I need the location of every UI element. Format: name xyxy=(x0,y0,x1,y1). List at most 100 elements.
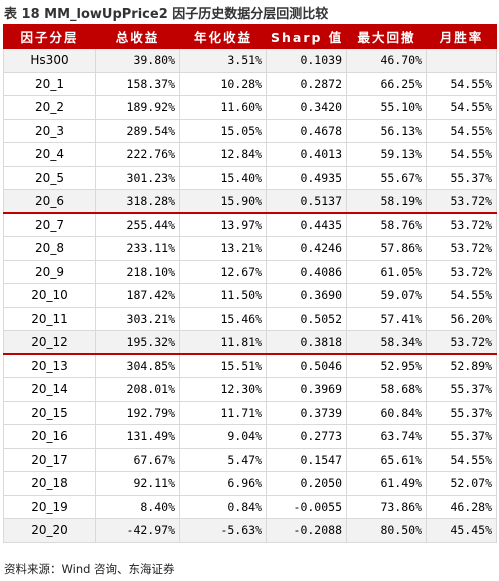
cell-total-return: 208.01% xyxy=(95,377,180,402)
cell-total-return: 192.79% xyxy=(95,400,180,425)
cell-sharp: 0.5137 xyxy=(266,189,347,214)
cell-monthly-win-rate xyxy=(426,48,497,73)
cell-total-return: -42.97% xyxy=(95,518,180,543)
cell-total-return: 289.54% xyxy=(95,118,180,143)
table-row: 20_1 158.37% 10.28% 0.2872 66.25% 54.55% xyxy=(3,71,497,96)
cell-total-return: 8.40% xyxy=(95,494,180,519)
table-row: 20_5 301.23% 15.40% 0.4935 55.67% 55.37% xyxy=(3,165,497,190)
cell-monthly-win-rate: 55.37% xyxy=(426,400,497,425)
cell-monthly-win-rate: 53.72% xyxy=(426,259,497,284)
cell-max-drawdown: 61.49% xyxy=(346,471,427,496)
cell-factor-tier: 20_6 xyxy=(3,189,96,214)
table-row: 20_14 208.01% 12.30% 0.3969 58.68% 55.37% xyxy=(3,377,497,402)
cell-max-drawdown: 46.70% xyxy=(346,48,427,73)
cell-monthly-win-rate: 53.72% xyxy=(426,189,497,214)
cell-factor-tier: 20_18 xyxy=(3,471,96,496)
cell-sharp: 0.3818 xyxy=(266,330,347,355)
cell-max-drawdown: 65.61% xyxy=(346,447,427,472)
cell-factor-tier: 20_13 xyxy=(3,353,96,378)
cell-sharp: 0.1039 xyxy=(266,48,347,73)
cell-factor-tier: 20_20 xyxy=(3,518,96,543)
cell-sharp: 0.5052 xyxy=(266,306,347,331)
cell-sharp: 0.2872 xyxy=(266,71,347,96)
cell-monthly-win-rate: 55.37% xyxy=(426,377,497,402)
source-note: 资料来源：Wind 咨询、东海证券 xyxy=(4,562,175,576)
cell-annual-return: 11.50% xyxy=(179,283,267,308)
cell-annual-return: 15.90% xyxy=(179,189,267,214)
cell-total-return: 304.85% xyxy=(95,353,180,378)
cell-max-drawdown: 73.86% xyxy=(346,494,427,519)
cell-total-return: 233.11% xyxy=(95,236,180,261)
cell-max-drawdown: 59.13% xyxy=(346,142,427,167)
cell-monthly-win-rate: 45.45% xyxy=(426,518,497,543)
cell-total-return: 218.10% xyxy=(95,259,180,284)
cell-annual-return: 13.21% xyxy=(179,236,267,261)
table-body: Hs300 39.80% 3.51% 0.1039 46.70% 20_1 158.37% 1… xyxy=(3,48,497,543)
cell-max-drawdown: 55.10% xyxy=(346,95,427,120)
table-row: 20_19 8.40% 0.84% -0.0055 73.86% 46.28% xyxy=(3,494,497,519)
cell-total-return: 303.21% xyxy=(95,306,180,331)
cell-max-drawdown: 57.41% xyxy=(346,306,427,331)
cell-monthly-win-rate: 53.72% xyxy=(426,330,497,355)
cell-factor-tier: 20_3 xyxy=(3,118,96,143)
cell-annual-return: 12.84% xyxy=(179,142,267,167)
table-row: 20_17 67.67% 5.47% 0.1547 65.61% 54.55% xyxy=(3,447,497,472)
backtest-table: 因子分层 总收益 年化收益 Sharp 值 最大回撤 月胜率 Hs300 39.8… xyxy=(3,24,497,543)
cell-factor-tier: 20_4 xyxy=(3,142,96,167)
cell-sharp: 0.4013 xyxy=(266,142,347,167)
header-sharp: Sharp 值 xyxy=(266,24,347,49)
table-header-row: 因子分层 总收益 年化收益 Sharp 值 最大回撤 月胜率 xyxy=(3,24,497,49)
cell-annual-return: 9.04% xyxy=(179,424,267,449)
cell-annual-return: 13.97% xyxy=(179,212,267,237)
table-row: 20_6 318.28% 15.90% 0.5137 58.19% 53.72% xyxy=(3,189,497,214)
cell-monthly-win-rate: 52.07% xyxy=(426,471,497,496)
table-row: 20_11 303.21% 15.46% 0.5052 57.41% 56.20% xyxy=(3,306,497,331)
cell-annual-return: 11.60% xyxy=(179,95,267,120)
cell-total-return: 222.76% xyxy=(95,142,180,167)
cell-sharp: 0.1547 xyxy=(266,447,347,472)
cell-sharp: 0.4935 xyxy=(266,165,347,190)
cell-sharp: 0.5046 xyxy=(266,353,347,378)
cell-factor-tier: 20_7 xyxy=(3,212,96,237)
cell-factor-tier: 20_5 xyxy=(3,165,96,190)
cell-sharp: 0.4086 xyxy=(266,259,347,284)
cell-annual-return: 5.47% xyxy=(179,447,267,472)
cell-max-drawdown: 56.13% xyxy=(346,118,427,143)
cell-factor-tier: 20_9 xyxy=(3,259,96,284)
cell-max-drawdown: 60.84% xyxy=(346,400,427,425)
table-row: 20_20 -42.97% -5.63% -0.2088 80.50% 45.45% xyxy=(3,518,497,543)
cell-total-return: 187.42% xyxy=(95,283,180,308)
cell-annual-return: 15.40% xyxy=(179,165,267,190)
table-row: 20_7 255.44% 13.97% 0.4435 58.76% 53.72% xyxy=(3,212,497,237)
cell-monthly-win-rate: 55.37% xyxy=(426,165,497,190)
header-total-return: 总收益 xyxy=(95,24,180,49)
table-row: 20_10 187.42% 11.50% 0.3690 59.07% 54.55% xyxy=(3,283,497,308)
cell-monthly-win-rate: 54.55% xyxy=(426,142,497,167)
cell-monthly-win-rate: 53.72% xyxy=(426,236,497,261)
cell-max-drawdown: 58.76% xyxy=(346,212,427,237)
cell-max-drawdown: 66.25% xyxy=(346,71,427,96)
table-row: 20_2 189.92% 11.60% 0.3420 55.10% 54.55% xyxy=(3,95,497,120)
cell-factor-tier: 20_12 xyxy=(3,330,96,355)
cell-sharp: 0.2773 xyxy=(266,424,347,449)
cell-factor-tier: 20_17 xyxy=(3,447,96,472)
cell-sharp: 0.3969 xyxy=(266,377,347,402)
table-row: 20_18 92.11% 6.96% 0.2050 61.49% 52.07% xyxy=(3,471,497,496)
cell-monthly-win-rate: 52.89% xyxy=(426,353,497,378)
table-row: 20_9 218.10% 12.67% 0.4086 61.05% 53.72% xyxy=(3,259,497,284)
cell-annual-return: 12.67% xyxy=(179,259,267,284)
cell-sharp: 0.3690 xyxy=(266,283,347,308)
cell-sharp: -0.0055 xyxy=(266,494,347,519)
header-max-drawdown: 最大回撤 xyxy=(346,24,427,49)
cell-total-return: 39.80% xyxy=(95,48,180,73)
cell-annual-return: 15.05% xyxy=(179,118,267,143)
cell-sharp: 0.3739 xyxy=(266,400,347,425)
cell-total-return: 158.37% xyxy=(95,71,180,96)
table-row: 20_12 195.32% 11.81% 0.3818 58.34% 53.72% xyxy=(3,330,497,355)
cell-sharp: 0.4246 xyxy=(266,236,347,261)
cell-max-drawdown: 59.07% xyxy=(346,283,427,308)
cell-sharp: -0.2088 xyxy=(266,518,347,543)
cell-max-drawdown: 58.19% xyxy=(346,189,427,214)
cell-max-drawdown: 58.68% xyxy=(346,377,427,402)
cell-annual-return: 3.51% xyxy=(179,48,267,73)
